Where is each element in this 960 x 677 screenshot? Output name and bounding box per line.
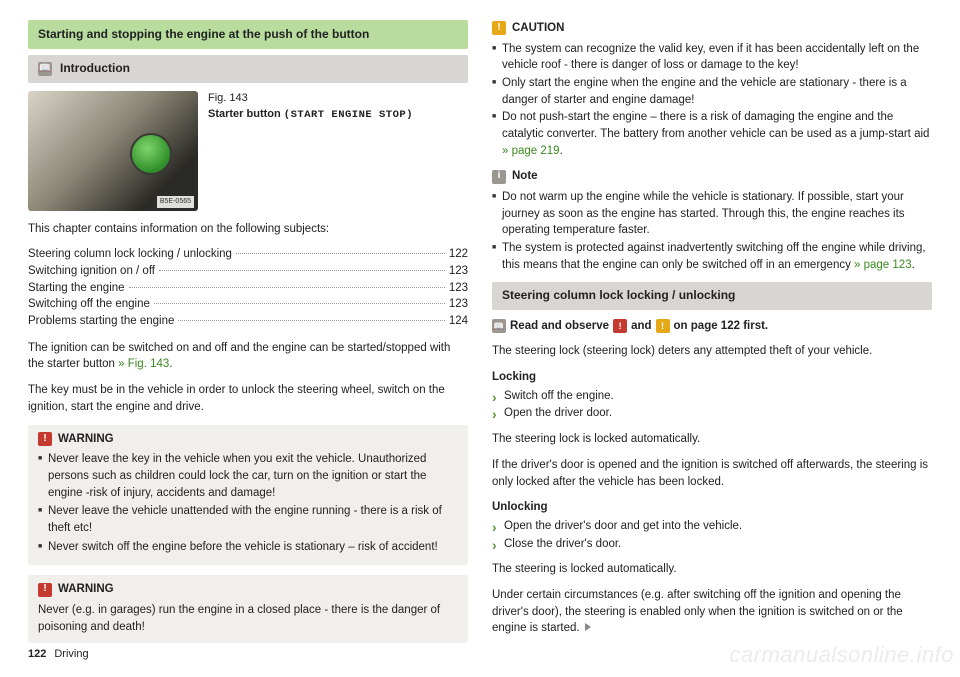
book-icon: 📖	[492, 319, 506, 333]
note-item: Do not warm up the engine while the vehi…	[492, 189, 932, 239]
body-text: Under certain circumstances (e.g. after …	[492, 587, 932, 637]
body-text: The steering lock (steering lock) deters…	[492, 343, 932, 360]
subsection-header: Steering column lock locking / unlocking	[492, 282, 932, 309]
toc: Steering column lock locking / unlocking…	[28, 246, 468, 329]
caution-icon: !	[656, 319, 670, 333]
warning-box: !WARNING Never leave the key in the vehi…	[28, 425, 468, 566]
caution-item: The system can recognize the valid key, …	[492, 41, 932, 74]
note-icon: i	[492, 170, 506, 184]
step-item: Close the driver's door.	[492, 536, 932, 553]
warning-icon: !	[38, 583, 52, 597]
warning-item: Never leave the key in the vehicle when …	[38, 451, 458, 501]
toc-row: Steering column lock locking / unlocking…	[28, 246, 468, 263]
warning-icon: !	[38, 432, 52, 446]
section-name: Driving	[54, 648, 88, 660]
body-text: The steering lock is locked automaticall…	[492, 431, 932, 448]
book-icon: 📖	[38, 62, 52, 76]
warning-icon: !	[613, 319, 627, 333]
caution-list: The system can recognize the valid key, …	[492, 41, 932, 160]
figure-caption: Fig. 143 Starter button (START ENGINE ST…	[208, 91, 413, 211]
warning-text: Never (e.g. in garages) run the engine i…	[38, 602, 458, 635]
intro-label: Introduction	[60, 60, 130, 77]
read-first-line: 📖 Read and observe ! and ! on page 122 f…	[492, 318, 932, 335]
page-link[interactable]: » page 219	[502, 145, 560, 157]
continue-icon	[585, 623, 591, 631]
unlocking-steps: Open the driver's door and get into the …	[492, 518, 932, 552]
toc-row: Starting the engine123	[28, 280, 468, 297]
figure-row: B5E-0565 Fig. 143 Starter button (START …	[28, 91, 468, 211]
page-footer: 122 Driving	[28, 647, 89, 663]
figure-tag: B5E-0565	[157, 196, 194, 208]
warning-item: Never leave the vehicle unattended with …	[38, 503, 458, 536]
body-text: The steering is locked automatically.	[492, 561, 932, 578]
toc-intro: This chapter contains information on the…	[28, 221, 468, 238]
step-item: Switch off the engine.	[492, 388, 932, 405]
section-title: Starting and stopping the engine at the …	[28, 20, 468, 49]
locking-heading: Locking	[492, 369, 932, 386]
toc-row: Problems starting the engine124	[28, 313, 468, 330]
caution-icon: !	[492, 21, 506, 35]
intro-header: 📖 Introduction	[28, 55, 468, 82]
note-list: Do not warm up the engine while the vehi…	[492, 189, 932, 273]
toc-row: Switching ignition on / off123	[28, 263, 468, 280]
locking-steps: Switch off the engine. Open the driver d…	[492, 388, 932, 422]
warning-item: Never switch off the engine before the v…	[38, 539, 458, 556]
step-item: Open the driver door.	[492, 405, 932, 422]
body-text: If the driver's door is opened and the i…	[492, 457, 932, 490]
toc-row: Switching off the engine123	[28, 296, 468, 313]
body-text: The key must be in the vehicle in order …	[28, 382, 468, 415]
body-text: The ignition can be switched on and off …	[28, 340, 468, 373]
fig-link[interactable]: » Fig. 143	[118, 358, 169, 370]
caution-item: Do not push-start the engine – there is …	[492, 109, 932, 159]
page-link[interactable]: » page 123	[854, 259, 912, 271]
starter-button-graphic	[130, 133, 172, 175]
note-item: The system is protected against inadvert…	[492, 240, 932, 273]
caution-item: Only start the engine when the engine an…	[492, 75, 932, 108]
step-item: Open the driver's door and get into the …	[492, 518, 932, 535]
page-number: 122	[28, 648, 46, 660]
unlocking-heading: Unlocking	[492, 499, 932, 516]
figure-image: B5E-0565	[28, 91, 198, 211]
warning-box: !WARNING Never (e.g. in garages) run the…	[28, 575, 468, 643]
